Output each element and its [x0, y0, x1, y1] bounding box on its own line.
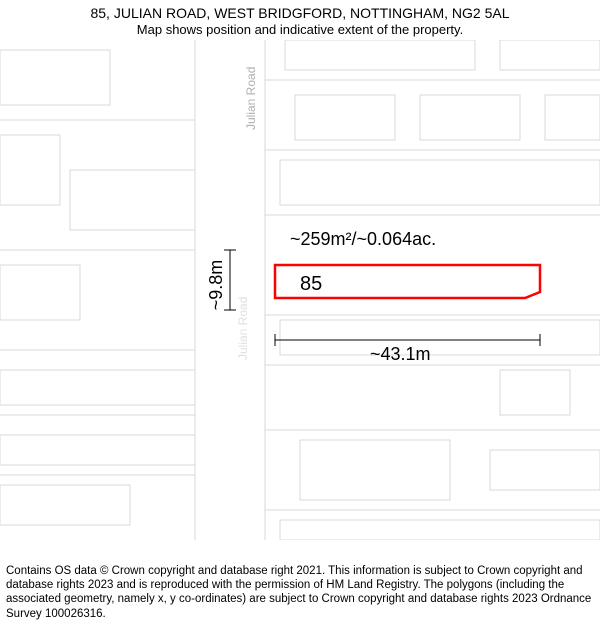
dimension-label-vertical: ~9.8m [206, 260, 226, 311]
header: 85, JULIAN ROAD, WEST BRIDGFORD, NOTTING… [0, 4, 600, 39]
road-label: Julian Road [236, 297, 250, 360]
dimension-label-horizontal: ~43.1m [370, 344, 431, 364]
map-container: Julian Road Julian Road 85 ~259m²/~0.064ac.… [0, 40, 600, 540]
page: 85, JULIAN ROAD, WEST BRIDGFORD, NOTTING… [0, 0, 600, 625]
page-title: 85, JULIAN ROAD, WEST BRIDGFORD, NOTTING… [0, 4, 600, 22]
copyright-footer: Contains OS data © Crown copyright and d… [6, 564, 594, 622]
page-subtitle: Map shows position and indicative extent… [0, 22, 600, 39]
road-label: Julian Road [244, 67, 258, 130]
property-number: 85 [300, 273, 322, 295]
area-label: ~259m²/~0.064ac. [290, 229, 436, 249]
property-map: Julian Road Julian Road 85 ~259m²/~0.064ac.… [0, 40, 600, 540]
